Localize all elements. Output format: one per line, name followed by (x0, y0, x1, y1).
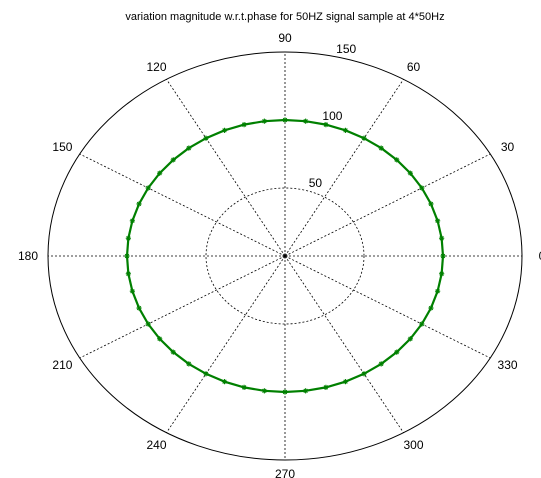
series-point-0-28 (145, 321, 151, 327)
series-point-0-23 (125, 235, 131, 241)
series-point-0-5 (407, 170, 413, 176)
series-point-0-30 (170, 349, 176, 355)
series-point-0-35 (261, 388, 267, 394)
series-point-0-22 (129, 218, 135, 224)
series-point-0-37 (303, 388, 309, 394)
series-point-0-36 (282, 389, 288, 395)
series-point-0-43 (407, 336, 413, 342)
series-point-0-8 (361, 135, 367, 141)
series-point-0-21 (136, 201, 142, 207)
series-point-0-40 (361, 371, 367, 377)
angle-ticks: 0 30 60 90 120 150 180 210 240 270 300 330 (18, 31, 541, 478)
grid-spoke-120 (166, 79, 286, 257)
series-point-0-11 (303, 118, 309, 124)
angle-tick-label-30: 30 (501, 140, 515, 154)
series-point-0-2 (435, 218, 441, 224)
grid-spoke-300 (284, 255, 404, 433)
grid-spoke-330 (284, 255, 491, 359)
series-point-0-44 (419, 321, 425, 327)
grid-spoke-30 (284, 153, 491, 257)
series-point-0-31 (186, 361, 192, 367)
series-point-0-29 (157, 336, 163, 342)
radial-ticks: 50 100 150 (309, 42, 357, 190)
series-point-0-19 (157, 170, 163, 176)
series-point-0-41 (378, 361, 384, 367)
series-point-0-20 (145, 185, 151, 191)
angle-tick-label-120: 120 (146, 60, 166, 74)
series-point-0-3 (428, 201, 434, 207)
series-point-0-10 (323, 122, 329, 128)
data-series (124, 117, 446, 395)
series-point-0-39 (342, 379, 349, 385)
radial-tick-label-50: 50 (309, 176, 323, 190)
series-point-0-27 (136, 305, 142, 311)
series-point-0-25 (125, 271, 131, 277)
series-point-0-15 (221, 127, 228, 133)
radial-tick-label-100: 100 (322, 109, 342, 123)
grid-spoke-240 (166, 255, 286, 433)
series-point-0-9 (342, 127, 349, 133)
series-point-0-0 (440, 253, 446, 259)
series-point-0-12 (282, 117, 288, 123)
angle-tick-label-210: 210 (52, 358, 72, 372)
series-point-0-38 (323, 384, 329, 390)
angle-tick-label-0: 0 (539, 249, 541, 263)
series-point-0-18 (170, 157, 176, 163)
angle-tick-label-300: 300 (403, 438, 423, 452)
series-point-0-7 (378, 145, 384, 151)
series-point-0-32 (203, 371, 209, 377)
series-point-0-4 (419, 185, 425, 191)
series-point-0-14 (241, 122, 247, 128)
series-point-0-46 (435, 288, 441, 294)
series-point-0-34 (241, 384, 247, 390)
grid-spoke-150 (79, 153, 286, 257)
series-point-0-16 (203, 135, 209, 141)
grid-spoke-60 (284, 79, 404, 257)
origin-marker (282, 253, 288, 259)
series-point-0-33 (221, 379, 228, 385)
polar-grid (47, 51, 523, 461)
angle-tick-label-150: 150 (52, 140, 72, 154)
angle-tick-label-180: 180 (18, 249, 38, 263)
series-point-0-47 (439, 271, 445, 277)
series-point-0-26 (129, 288, 135, 294)
grid-ring-50 (205, 187, 365, 325)
series-point-0-13 (261, 118, 267, 124)
polar-frame (47, 51, 523, 461)
angle-tick-label-60: 60 (407, 60, 421, 74)
series-point-0-42 (394, 349, 400, 355)
series-point-0-17 (186, 145, 192, 151)
radial-tick-label-150: 150 (336, 42, 356, 56)
angle-tick-label-240: 240 (146, 438, 166, 452)
grid-spoke-210 (79, 255, 286, 359)
series-point-0-6 (394, 157, 400, 163)
series-point-0-1 (439, 235, 445, 241)
angle-tick-label-270: 270 (275, 467, 295, 478)
series-point-0-24 (124, 253, 130, 259)
angle-tick-label-330: 330 (498, 358, 518, 372)
angle-tick-label-90: 90 (278, 31, 292, 45)
chart-title: variation magnitude w.r.t.phase for 50HZ… (125, 11, 444, 23)
series-point-0-45 (428, 305, 434, 311)
